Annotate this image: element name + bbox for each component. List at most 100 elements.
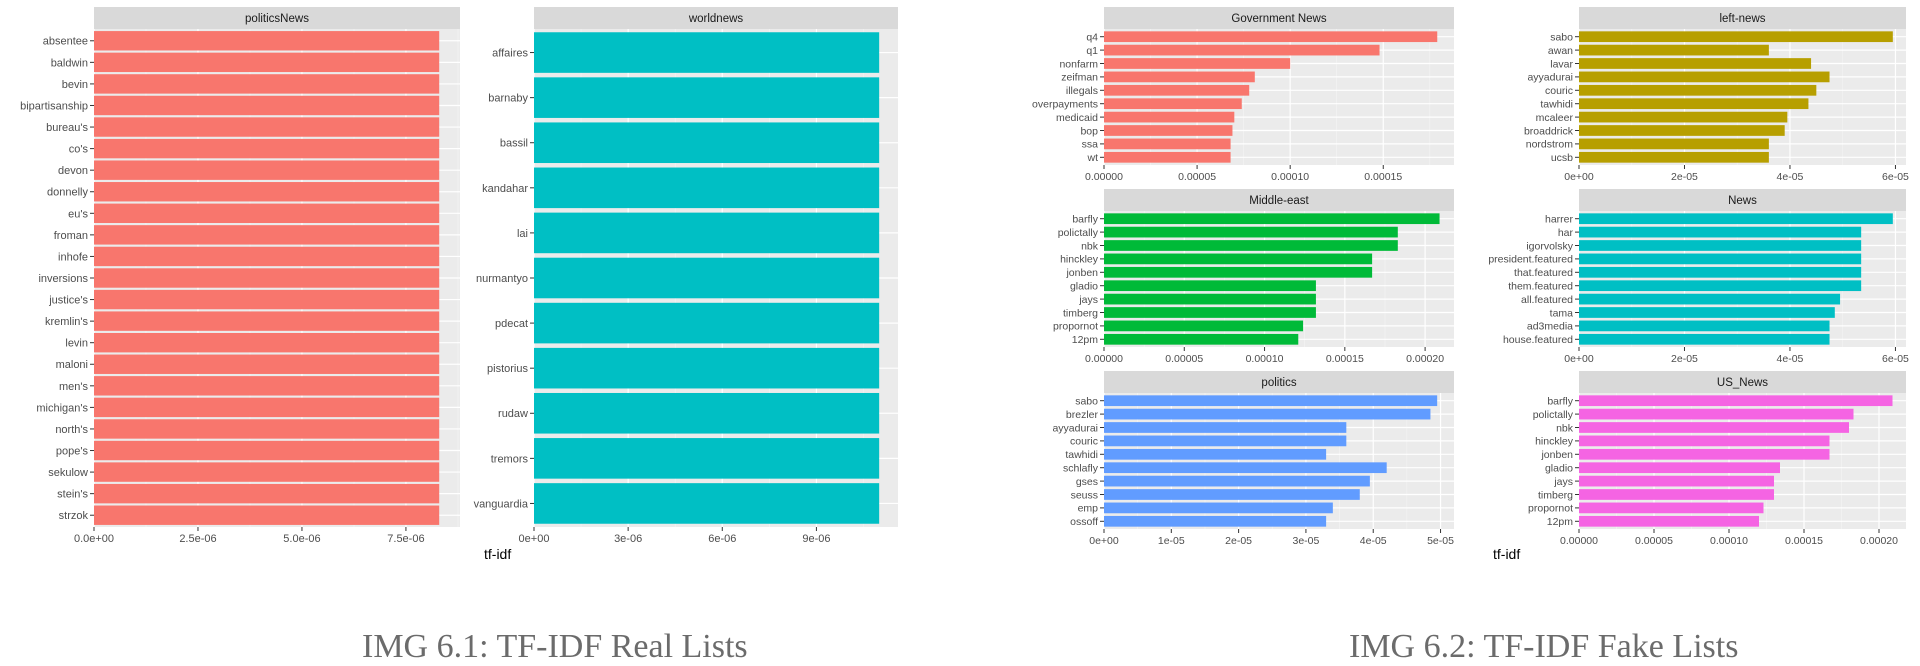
- category-label-jays: jays: [1553, 476, 1573, 488]
- category-label-them-featured: them.featured: [1508, 280, 1573, 292]
- category-label-bureau-s: bureau's: [46, 122, 88, 134]
- bar-house-featured: [1579, 333, 1830, 345]
- category-label-ayyadurai: ayyadurai: [1052, 422, 1098, 434]
- category-label-zeifman: zeifman: [1061, 72, 1098, 84]
- caption-real-lists: IMG 6.1: TF-IDF Real Lists: [362, 628, 748, 665]
- bar-them-featured: [1579, 280, 1862, 292]
- bar-nordstrom: [1579, 138, 1769, 150]
- category-label-ayyadurai: ayyadurai: [1527, 72, 1573, 84]
- bar-north-s: [94, 419, 440, 439]
- x-tick-label: 4e-05: [1777, 171, 1804, 183]
- category-label-illegals: illegals: [1066, 85, 1098, 97]
- bar-nbk: [1579, 422, 1849, 433]
- x-tick-label: 0.00020: [1860, 535, 1898, 547]
- x-tick-label: 0.00010: [1710, 535, 1748, 547]
- bar-tawhidi: [1104, 448, 1327, 460]
- category-label-hinckley: hinckley: [1060, 254, 1099, 266]
- bar-igorvolsky: [1579, 240, 1862, 251]
- bar-sabo: [1579, 31, 1893, 43]
- category-label-nonfarm: nonfarm: [1059, 58, 1098, 70]
- category-label-seuss: seuss: [1071, 489, 1098, 501]
- category-label-ad3media: ad3media: [1527, 321, 1573, 333]
- bar-propornot: [1579, 502, 1764, 514]
- bar-overpayments: [1104, 98, 1242, 110]
- category-label-tremors: tremors: [491, 453, 529, 465]
- bar-vanguardia: [534, 483, 880, 524]
- bar-seuss: [1104, 489, 1360, 500]
- category-label-hinckley: hinckley: [1535, 436, 1574, 448]
- category-label-bassil: bassil: [500, 138, 528, 150]
- bar-levin: [94, 332, 440, 353]
- category-label-bevin: bevin: [62, 79, 88, 91]
- bar-that-featured: [1579, 266, 1862, 278]
- x-tick-label: 5e-05: [1427, 535, 1454, 547]
- panel-strip: [1104, 7, 1454, 29]
- panel-title: Government News: [1231, 13, 1326, 25]
- bar-justice-s: [94, 289, 440, 310]
- category-label-men-s: men's: [59, 381, 88, 393]
- panel-strip: [1104, 371, 1454, 393]
- category-label-12pm: 12pm: [1547, 516, 1574, 528]
- bar-12pm: [1104, 333, 1299, 345]
- category-label-eu-s: eu's: [68, 208, 88, 220]
- bar-brezler: [1104, 408, 1431, 420]
- bar-bassil: [534, 122, 880, 164]
- bar-jays: [1579, 475, 1774, 487]
- panel-strip: [534, 7, 898, 29]
- bar-sabo: [1104, 395, 1438, 407]
- x-tick-label: 2.5e-06: [179, 533, 216, 545]
- bar-baldwin: [94, 52, 440, 73]
- bar-polictally: [1104, 226, 1398, 238]
- bar-pistorius: [534, 347, 880, 389]
- x-tick-label: 9e-06: [802, 533, 830, 545]
- bar-pope-s: [94, 440, 440, 461]
- bar-wt: [1104, 151, 1231, 163]
- category-label-affaires: affaires: [492, 48, 528, 60]
- bar-gladio: [1579, 462, 1780, 474]
- category-label-michigan-s: michigan's: [36, 402, 88, 414]
- panel-strip: [94, 7, 460, 29]
- x-tick-label: 0.00005: [1635, 535, 1673, 547]
- category-label-couric: couric: [1070, 436, 1098, 448]
- category-label-nurmantyo: nurmantyo: [476, 273, 528, 285]
- category-label-strzok: strzok: [59, 510, 89, 522]
- bar-har: [1579, 226, 1862, 238]
- category-label-pdecat: pdecat: [495, 318, 528, 330]
- category-label-pistorius: pistorius: [487, 363, 528, 375]
- bar-jonben: [1104, 266, 1373, 278]
- x-tick-label: 0.00000: [1085, 171, 1123, 183]
- bar-barfly: [1104, 213, 1440, 225]
- category-label-wt: wt: [1087, 152, 1099, 164]
- bar-couric: [1579, 84, 1817, 96]
- category-label-couric: couric: [1545, 85, 1573, 97]
- category-label-polictally: polictally: [1533, 409, 1574, 421]
- category-label-nordstrom: nordstrom: [1526, 139, 1574, 151]
- category-label-medicaid: medicaid: [1056, 112, 1098, 124]
- bar-tremors: [534, 438, 880, 479]
- bar-all-featured: [1579, 293, 1841, 305]
- bar-bevin: [94, 74, 440, 94]
- category-label-broaddrick: broaddrick: [1524, 125, 1574, 137]
- bar-mcaleer: [1579, 111, 1788, 123]
- panel-strip: [1579, 7, 1906, 29]
- category-label-brezler: brezler: [1066, 409, 1099, 421]
- bar-devon: [94, 160, 440, 180]
- x-tick-label: 0.0e+00: [74, 533, 114, 545]
- x-tick-label: 3e-06: [614, 533, 642, 545]
- bar-ayyadurai: [1579, 71, 1830, 83]
- category-label-gladio: gladio: [1070, 280, 1098, 292]
- bar-awan: [1579, 44, 1769, 56]
- bar-affaires: [534, 32, 880, 73]
- left-x-axis-title: tf-idf: [484, 546, 512, 562]
- x-tick-label: 0e+00: [1564, 353, 1594, 365]
- bar-12pm: [1579, 515, 1759, 527]
- panel-title: politicsNews: [245, 13, 309, 25]
- bar-tama: [1579, 307, 1835, 318]
- bar-barfly: [1579, 395, 1893, 407]
